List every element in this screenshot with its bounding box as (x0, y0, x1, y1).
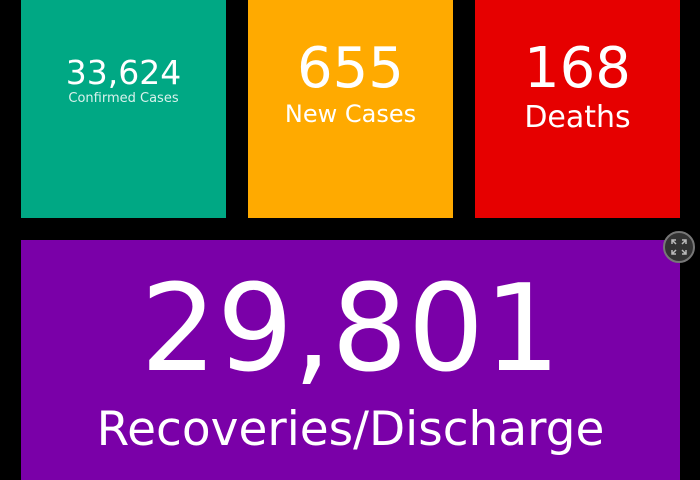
confirmed-cases-label: Confirmed Cases (68, 91, 179, 106)
fullscreen-button[interactable] (663, 231, 695, 263)
new-cases-value: 655 (297, 36, 404, 101)
confirmed-cases-tile: 33,624 Confirmed Cases (21, 0, 226, 218)
new-cases-label: New Cases (284, 100, 417, 128)
recoveries-tile: 29,801 Recoveries/Discharge (21, 240, 680, 480)
deaths-tile: 168 Deaths (475, 0, 680, 218)
deaths-value: 168 (524, 36, 631, 101)
deaths-label: Deaths (524, 100, 631, 135)
new-cases-tile: 655 New Cases (248, 0, 453, 218)
expand-arrows-icon (671, 239, 687, 255)
recoveries-label: Recoveries/Discharge (96, 402, 605, 457)
recoveries-value: 29,801 (140, 260, 561, 399)
confirmed-cases-value: 33,624 (65, 53, 182, 92)
